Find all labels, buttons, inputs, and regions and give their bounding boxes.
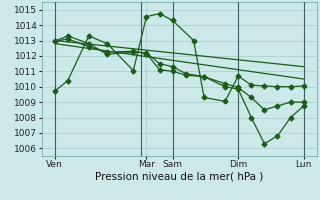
X-axis label: Pression niveau de la mer( hPa ): Pression niveau de la mer( hPa ): [95, 172, 263, 182]
